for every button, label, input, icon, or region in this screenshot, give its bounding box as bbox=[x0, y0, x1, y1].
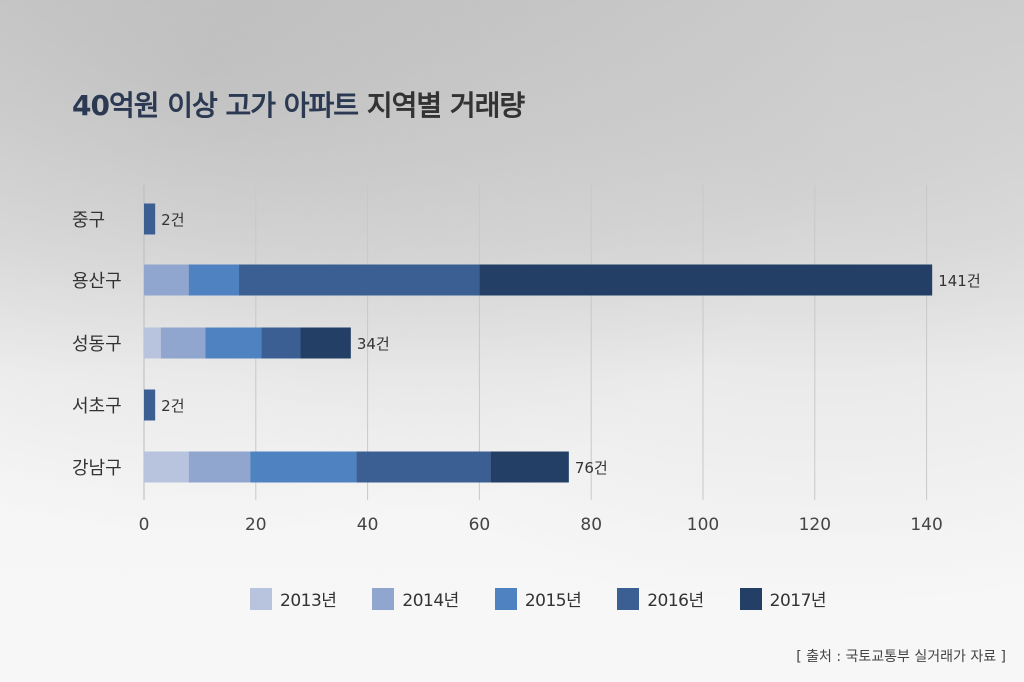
legend-item: 2015년 bbox=[494, 586, 582, 611]
bar-segment bbox=[356, 451, 491, 483]
total-label: 76건 bbox=[575, 459, 608, 477]
legend-swatch bbox=[739, 587, 762, 610]
legend-swatch bbox=[494, 587, 517, 610]
x-tick-label: 80 bbox=[580, 515, 602, 535]
total-label: 141건 bbox=[938, 272, 980, 290]
legend-swatch bbox=[617, 587, 640, 610]
legend-item: 2014년 bbox=[372, 586, 459, 611]
total-label: 34건 bbox=[357, 335, 390, 353]
x-tick-label: 100 bbox=[687, 515, 719, 535]
legend-item: 2013년 bbox=[250, 586, 337, 611]
x-tick-label: 60 bbox=[469, 515, 491, 535]
chart-title-sub: 지역별 거래량 bbox=[366, 89, 525, 122]
chart-title-main: 40억원 이상 고가 아파트 bbox=[72, 89, 359, 122]
bar-segment bbox=[479, 264, 933, 296]
x-tick-label: 120 bbox=[799, 515, 831, 535]
legend-swatch bbox=[250, 587, 272, 610]
bar-segment bbox=[144, 327, 161, 359]
category-label: 성동구 bbox=[72, 334, 122, 355]
category-label: 중구 bbox=[72, 210, 105, 231]
bar-segment bbox=[144, 451, 189, 483]
x-tick-label: 0 bbox=[139, 515, 150, 535]
category-label: 강남구 bbox=[72, 458, 122, 479]
bar-segment bbox=[144, 203, 156, 235]
legend-label: 2014년 bbox=[402, 591, 459, 611]
x-tick-label: 20 bbox=[245, 515, 267, 535]
legend-swatch bbox=[372, 587, 395, 610]
legend-label: 2017년 bbox=[769, 591, 827, 611]
bar-segment bbox=[188, 451, 251, 483]
bar-segment bbox=[490, 451, 569, 483]
chart-title: 40억원 이상 고가 아파트 지역별 거래량 bbox=[72, 84, 525, 124]
bar-segment bbox=[188, 264, 240, 296]
legend-label: 2015년 bbox=[524, 591, 582, 611]
bar-segment bbox=[144, 264, 189, 296]
bar-segment bbox=[144, 389, 156, 421]
x-tick-label: 140 bbox=[910, 515, 942, 535]
legend-label: 2013년 bbox=[280, 591, 337, 611]
category-label: 용산구 bbox=[72, 271, 122, 292]
legend-item: 2016년 bbox=[617, 586, 704, 611]
legend-item: 2017년 bbox=[739, 586, 827, 611]
x-tick-label: 40 bbox=[357, 515, 379, 535]
bar-segment bbox=[261, 327, 301, 359]
bar-segment bbox=[160, 327, 206, 359]
bar-segment bbox=[239, 264, 480, 296]
legend: 2013년 2014년 2015년 2016년 2017년 bbox=[250, 586, 862, 611]
source-note: [ 출처 : 국토교통부 실거래가 자료 ] bbox=[796, 649, 1006, 665]
bar-segment bbox=[250, 451, 357, 483]
total-label: 2건 bbox=[161, 211, 184, 229]
total-label: 2건 bbox=[161, 397, 184, 415]
bar-segment bbox=[300, 327, 351, 359]
legend-label: 2016년 bbox=[647, 591, 704, 611]
category-label: 서초구 bbox=[72, 396, 122, 417]
bar-segment bbox=[205, 327, 262, 359]
